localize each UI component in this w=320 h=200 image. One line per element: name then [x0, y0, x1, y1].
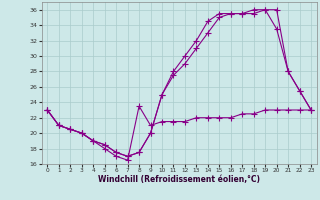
X-axis label: Windchill (Refroidissement éolien,°C): Windchill (Refroidissement éolien,°C) — [98, 175, 260, 184]
